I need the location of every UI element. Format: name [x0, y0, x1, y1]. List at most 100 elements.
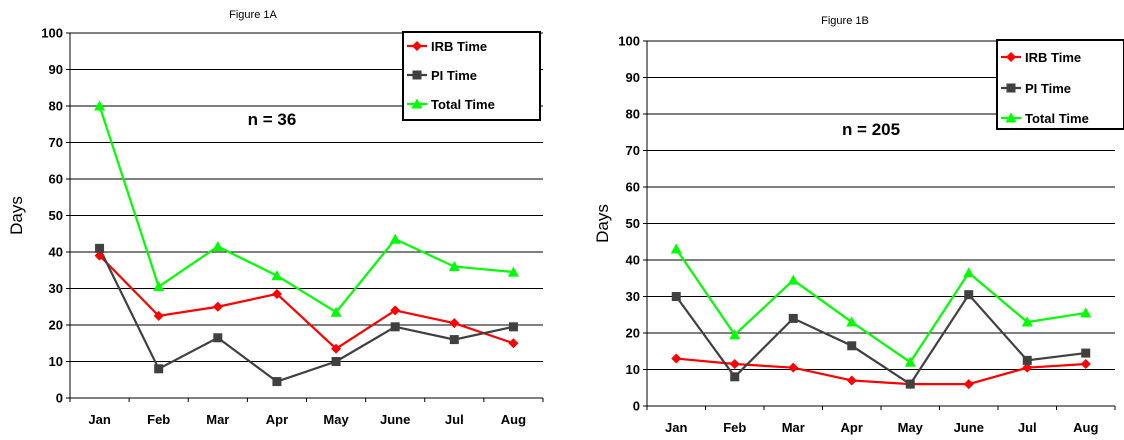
data-point-total-time [963, 267, 975, 278]
data-point-total-time [330, 306, 342, 317]
series-line-total-time [98, 105, 514, 314]
y-tick-label: 100 [41, 26, 63, 41]
data-point-irb-time [449, 318, 460, 329]
legend-marker [412, 70, 422, 80]
x-tick-label: June [380, 412, 410, 427]
data-point-pi-time [449, 335, 459, 345]
legend-marker [1006, 83, 1016, 93]
sample-size-annotation: n = 36 [248, 110, 297, 129]
x-tick-label: Jan [88, 412, 110, 427]
chart-title: Figure 1A [229, 9, 277, 21]
x-tick-label: May [898, 420, 924, 435]
data-point-pi-time [1081, 348, 1091, 358]
legend-label: IRB Time [431, 39, 487, 54]
data-point-irb-time [1022, 362, 1033, 373]
series-line-pi-time [675, 292, 1086, 386]
data-point-irb-time [846, 375, 857, 386]
x-tick-label: June [954, 420, 984, 435]
data-point-pi-time [905, 379, 915, 389]
figure-1a-chart: Figure 1A 0 10 20 30 40 50 60 70 80 90 100 Jan Feb Mar… [7, 9, 544, 427]
legend-marker [411, 98, 423, 109]
legend-label: PI Time [431, 68, 477, 83]
data-point-pi-time [847, 341, 857, 351]
data-point-irb-time [1080, 359, 1091, 370]
data-point-pi-time [730, 372, 740, 382]
data-point-irb-time [788, 362, 799, 373]
data-point-pi-time [390, 322, 400, 332]
series-line-irb-time [98, 254, 514, 351]
legend-marker [412, 41, 422, 51]
y-tick-label: 50 [626, 216, 640, 231]
legend-label: Total Time [431, 97, 495, 112]
data-point-total-time [787, 274, 799, 285]
data-point-pi-time [964, 290, 974, 300]
data-point-pi-time [788, 313, 798, 323]
data-point-total-time [904, 356, 916, 367]
data-point-pi-time [95, 243, 105, 253]
data-point-irb-time [390, 305, 401, 316]
data-point-irb-time [153, 310, 164, 321]
legend-label: Total Time [1025, 111, 1089, 126]
y-tick-label: 50 [49, 208, 63, 223]
x-tick-label: Jan [665, 420, 687, 435]
data-point-irb-time [271, 288, 282, 299]
data-point-pi-time [154, 364, 164, 374]
x-tick-label: May [323, 412, 349, 427]
data-point-pi-time [508, 322, 518, 332]
series-line-total-time [675, 248, 1086, 364]
y-tick-label: 40 [626, 253, 640, 268]
data-point-total-time [153, 281, 165, 292]
x-tick-label: Aug [1073, 420, 1098, 435]
data-point-total-time [94, 100, 106, 111]
y-tick-label: 0 [56, 391, 63, 406]
chart-title: Figure 1B [821, 15, 869, 27]
figure-1b-chart: Figure 1B 0 10 20 30 40 50 60 70 80 90 100 Jan Feb Mar… [593, 15, 1124, 435]
x-tick-label: Jul [1018, 420, 1037, 435]
legend-box [996, 39, 1124, 130]
data-point-total-time [1021, 316, 1033, 327]
y-tick-label: 20 [49, 318, 63, 333]
data-point-total-time [212, 241, 224, 252]
x-tick-label: Feb [723, 420, 746, 435]
y-tick-label: 30 [49, 281, 63, 296]
x-tick-label: Aug [501, 412, 526, 427]
x-tick-label: Mar [782, 420, 805, 435]
data-point-total-time [271, 270, 283, 281]
y-tick-label: 100 [618, 34, 640, 49]
y-tick-label: 80 [49, 99, 63, 114]
data-point-pi-time [671, 292, 681, 301]
data-point-total-time [448, 261, 460, 272]
y-tick-label: 90 [49, 62, 63, 77]
data-point-pi-time [1022, 355, 1032, 365]
data-point-pi-time [331, 357, 341, 366]
data-point-total-time [1080, 307, 1092, 318]
data-point-irb-time [94, 250, 105, 261]
data-point-pi-time [272, 377, 282, 387]
x-tick-label: Feb [147, 412, 170, 427]
x-tick-label: Mar [206, 412, 229, 427]
y-tick-label: 90 [626, 70, 640, 85]
y-tick-label: 40 [49, 245, 63, 260]
data-point-irb-time [331, 343, 342, 354]
x-tick-label: Apr [841, 420, 863, 435]
data-point-irb-time [212, 301, 223, 312]
data-point-irb-time [963, 379, 974, 390]
y-axis-label: Days [593, 204, 612, 243]
legend-label: PI Time [1025, 81, 1071, 96]
series-line-irb-time [676, 357, 1086, 386]
y-tick-label: 70 [626, 143, 640, 158]
y-tick-label: 30 [626, 289, 640, 304]
y-tick-label: 10 [49, 354, 63, 369]
legend-label: IRB Time [1025, 50, 1081, 65]
sample-size-annotation: n = 205 [842, 120, 900, 139]
legend-marker [1005, 112, 1017, 123]
legend-marker [1006, 52, 1016, 62]
data-point-total-time [846, 316, 858, 327]
series-line-pi-time [98, 247, 514, 383]
y-tick-label: 10 [626, 362, 640, 377]
data-point-irb-time [508, 338, 519, 349]
y-tick-label: 20 [626, 326, 640, 341]
data-point-total-time [670, 243, 682, 254]
data-point-irb-time [729, 359, 740, 370]
y-tick-label: 70 [49, 135, 63, 150]
